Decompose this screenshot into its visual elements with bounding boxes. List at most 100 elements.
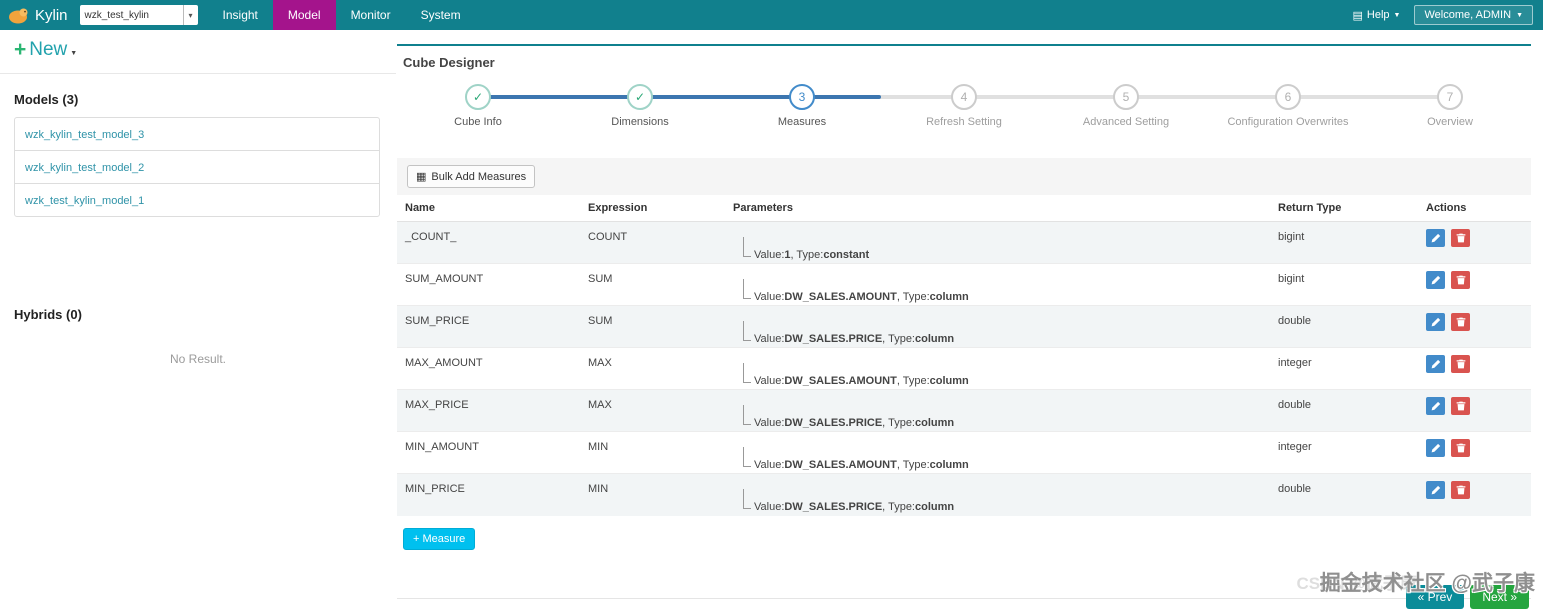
trash-icon <box>1456 443 1466 453</box>
step-circle: 5 <box>1113 84 1139 110</box>
measure-actions <box>1418 348 1531 390</box>
measure-actions <box>1418 432 1531 474</box>
step-circle: 6 <box>1275 84 1301 110</box>
tree-elbow-icon <box>743 363 751 383</box>
parameter-text: Value:DW_SALES.PRICE, Type:column <box>751 501 954 513</box>
user-menu[interactable]: Welcome, ADMIN ▼ <box>1414 5 1533 25</box>
measures-table-header: Name Expression Parameters Return Type A… <box>397 195 1531 222</box>
trash-icon <box>1456 233 1466 243</box>
caret-down-icon: ▼ <box>70 50 77 57</box>
measure-expression: COUNT <box>580 222 725 264</box>
plus-icon: + <box>14 40 26 60</box>
new-button[interactable]: + New ▼ <box>14 39 77 61</box>
model-list-item[interactable]: wzk_kylin_test_model_3 <box>14 117 380 151</box>
wizard-step-dimensions[interactable]: ✓ Dimensions <box>559 84 721 128</box>
help-label: Help <box>1367 9 1390 21</box>
edit-measure-button[interactable] <box>1426 397 1445 415</box>
measures-table-body: _COUNT_ COUNT Value:1, Type:constant big… <box>397 222 1531 516</box>
wizard-step-refresh-setting[interactable]: 4 Refresh Setting <box>883 84 1045 128</box>
edit-measure-button[interactable] <box>1426 229 1445 247</box>
pencil-icon <box>1431 275 1441 285</box>
delete-measure-button[interactable] <box>1451 397 1470 415</box>
delete-measure-button[interactable] <box>1451 271 1470 289</box>
delete-measure-button[interactable] <box>1451 439 1470 457</box>
measure-return-type: integer <box>1270 432 1418 474</box>
measure-row: MAX_AMOUNT MAX Value:DW_SALES.AMOUNT, Ty… <box>397 348 1531 390</box>
delete-measure-button[interactable] <box>1451 229 1470 247</box>
measure-return-type: double <box>1270 390 1418 432</box>
edit-measure-button[interactable] <box>1426 313 1445 331</box>
wizard-step-advanced-setting[interactable]: 5 Advanced Setting <box>1045 84 1207 128</box>
kylin-brand[interactable]: Kylin <box>0 7 80 24</box>
nav-item-monitor[interactable]: Monitor <box>336 0 406 30</box>
sidebar: + New ▼ Models (3) wzk_kylin_test_model_… <box>0 30 396 605</box>
measure-expression: MIN <box>580 474 725 516</box>
trash-icon <box>1456 359 1466 369</box>
parameter-text: Value:DW_SALES.AMOUNT, Type:column <box>751 291 969 303</box>
step-label: Dimensions <box>611 116 668 128</box>
delete-measure-button[interactable] <box>1451 355 1470 373</box>
measure-actions <box>1418 306 1531 348</box>
no-result-text: No Result. <box>0 332 396 366</box>
wizard-step-overview[interactable]: 7 Overview <box>1369 84 1531 128</box>
measure-return-type: bigint <box>1270 264 1418 306</box>
prev-button[interactable]: « Prev <box>1406 585 1465 609</box>
step-circle: 3 <box>789 84 815 110</box>
bulk-add-measures-button[interactable]: ▦ Bulk Add Measures <box>407 165 535 188</box>
edit-measure-button[interactable] <box>1426 355 1445 373</box>
wizard-step-cube-info[interactable]: ✓ Cube Info <box>397 84 559 128</box>
nav-item-insight[interactable]: Insight <box>208 0 273 30</box>
hybrids-heading: Hybrids (0) <box>0 289 396 332</box>
tree-elbow-icon <box>743 489 751 509</box>
tree-elbow-icon <box>743 405 751 425</box>
model-list-item[interactable]: wzk_kylin_test_model_2 <box>14 150 380 184</box>
wizard-nav-buttons: « Prev Next » <box>1406 585 1529 609</box>
parameter-text: Value:DW_SALES.PRICE, Type:column <box>751 417 954 429</box>
measure-actions <box>1418 264 1531 306</box>
model-list-item[interactable]: wzk_test_kylin_model_1 <box>14 183 380 217</box>
models-list: wzk_kylin_test_model_3 wzk_kylin_test_mo… <box>14 117 380 217</box>
step-circle: ✓ <box>465 84 491 110</box>
nav-item-system[interactable]: System <box>406 0 476 30</box>
model-link[interactable]: wzk_test_kylin_model_1 <box>25 195 144 207</box>
kylin-logo-icon <box>8 7 30 24</box>
edit-measure-button[interactable] <box>1426 271 1445 289</box>
wizard-step-configuration-overwrites[interactable]: 6 Configuration Overwrites <box>1207 84 1369 128</box>
measure-actions <box>1418 222 1531 264</box>
help-menu[interactable]: ▤ Help ▼ <box>1347 9 1407 22</box>
measure-row: MIN_AMOUNT MIN Value:DW_SALES.AMOUNT, Ty… <box>397 432 1531 474</box>
model-link[interactable]: wzk_kylin_test_model_3 <box>25 129 144 141</box>
measure-parameters: Value:DW_SALES.AMOUNT, Type:column <box>725 432 1270 474</box>
add-measure-button[interactable]: + Measure <box>403 528 475 550</box>
parameter-text: Value:1, Type:constant <box>751 249 869 261</box>
measure-actions <box>1418 390 1531 432</box>
measure-parameters: Value:DW_SALES.AMOUNT, Type:column <box>725 348 1270 390</box>
col-header-expression: Expression <box>580 195 725 222</box>
delete-measure-button[interactable] <box>1451 481 1470 499</box>
pencil-icon <box>1431 485 1441 495</box>
measure-name: MIN_AMOUNT <box>397 432 580 474</box>
step-label: Overview <box>1427 116 1473 128</box>
measure-return-type: integer <box>1270 348 1418 390</box>
model-link[interactable]: wzk_kylin_test_model_2 <box>25 162 144 174</box>
measure-row: MAX_PRICE MAX Value:DW_SALES.PRICE, Type… <box>397 390 1531 432</box>
measure-name: MAX_AMOUNT <box>397 348 580 390</box>
delete-measure-button[interactable] <box>1451 313 1470 331</box>
pencil-icon <box>1431 317 1441 327</box>
edit-measure-button[interactable] <box>1426 481 1445 499</box>
measure-return-type: bigint <box>1270 222 1418 264</box>
book-icon: ▤ <box>1353 9 1363 22</box>
measure-row: SUM_PRICE SUM Value:DW_SALES.PRICE, Type… <box>397 306 1531 348</box>
new-button-label: New <box>29 39 67 61</box>
next-button[interactable]: Next » <box>1470 585 1529 609</box>
trash-icon <box>1456 275 1466 285</box>
new-section: + New ▼ <box>0 30 396 74</box>
edit-measure-button[interactable] <box>1426 439 1445 457</box>
measure-expression: MIN <box>580 432 725 474</box>
pencil-icon <box>1431 233 1441 243</box>
wizard-step-measures[interactable]: 3 Measures <box>721 84 883 128</box>
nav-item-model[interactable]: Model <box>273 0 336 30</box>
project-select[interactable]: wzk_test_kylin ▾ <box>80 5 198 25</box>
measures-toolbar: ▦ Bulk Add Measures <box>397 158 1531 195</box>
